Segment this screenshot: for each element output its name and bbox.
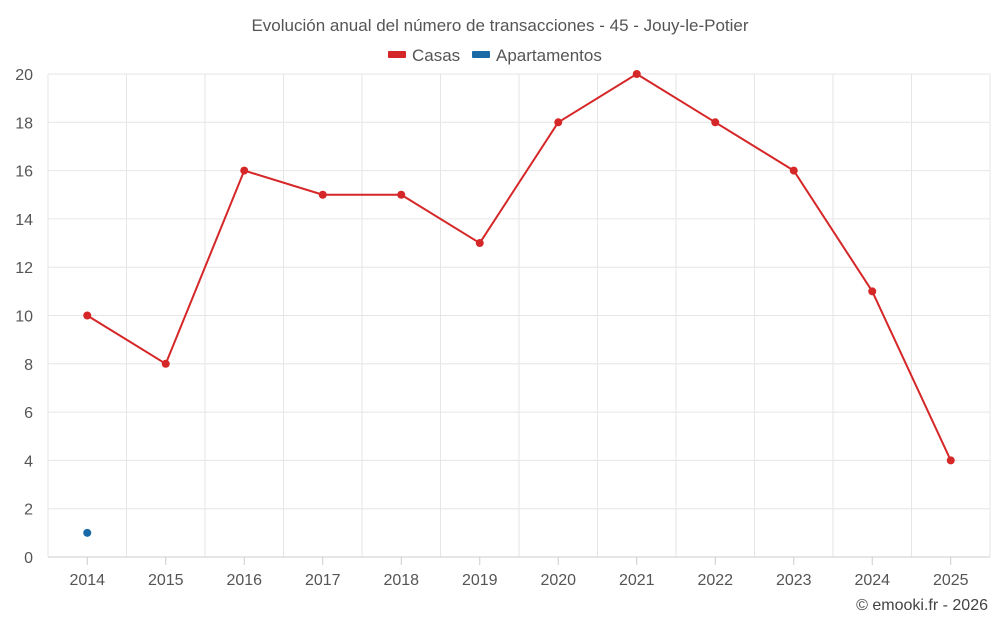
x-tick-label: 2019 xyxy=(462,572,498,589)
legend-swatch-apartamentos xyxy=(472,51,490,58)
x-tick-label: 2018 xyxy=(383,572,419,589)
y-tick-label: 2 xyxy=(24,502,33,519)
x-tick-label: 2025 xyxy=(933,572,969,589)
y-tick-label: 12 xyxy=(15,260,33,277)
data-point-casas-2022[interactable] xyxy=(711,118,720,127)
legend: Casas Apartamentos xyxy=(388,46,602,65)
grid xyxy=(47,73,991,557)
y-tick-label: 6 xyxy=(24,405,33,422)
y-tick-label: 18 xyxy=(15,115,33,132)
legend-label-casas: Casas xyxy=(412,46,460,65)
x-tick-label: 2017 xyxy=(305,572,341,589)
y-tick-label: 0 xyxy=(24,550,33,567)
x-tick-label: 2024 xyxy=(854,572,890,589)
x-tick-label: 2014 xyxy=(69,572,105,589)
data-point-casas-2023[interactable] xyxy=(789,166,798,175)
data-point-casas-2016[interactable] xyxy=(240,166,249,175)
axes: 0 2 4 6 8 10 12 14 16 18 20 2014 2015 2016 2017 2018 201… xyxy=(15,67,990,589)
x-tick-label: 2020 xyxy=(540,572,576,589)
legend-item-casas[interactable]: Casas xyxy=(388,46,460,65)
data-point-casas-2024[interactable] xyxy=(868,287,877,296)
y-tick-label: 10 xyxy=(15,309,33,326)
legend-item-apartamentos[interactable]: Apartamentos xyxy=(472,46,602,65)
legend-swatch-casas xyxy=(388,51,406,58)
data-point-casas-2020[interactable] xyxy=(554,118,563,127)
chart-title: Evolución anual del número de transaccio… xyxy=(251,16,748,35)
y-tick-label: 14 xyxy=(15,212,33,229)
y-tick-label: 20 xyxy=(15,67,33,84)
data-point-casas-2018[interactable] xyxy=(397,190,406,199)
x-tick-label: 2016 xyxy=(226,572,262,589)
data-point-apartamentos-2014[interactable] xyxy=(83,528,92,537)
y-tick-label: 4 xyxy=(24,453,33,470)
series-line-casas xyxy=(86,73,952,461)
series xyxy=(83,70,955,537)
x-tick-label: 2022 xyxy=(697,572,733,589)
data-point-casas-2017[interactable] xyxy=(318,190,327,199)
x-tick-label: 2021 xyxy=(619,572,655,589)
data-point-casas-2015[interactable] xyxy=(161,359,170,368)
legend-label-apartamentos: Apartamentos xyxy=(496,46,602,65)
y-tick-label: 16 xyxy=(15,164,33,181)
data-point-casas-2019[interactable] xyxy=(475,239,484,248)
x-tick-label: 2023 xyxy=(776,572,812,589)
credit-text: © emooki.fr - 2026 xyxy=(856,597,988,614)
x-tick-label: 2015 xyxy=(148,572,184,589)
data-point-casas-2021[interactable] xyxy=(632,70,641,78)
data-point-casas-2014[interactable] xyxy=(83,311,92,320)
data-point-casas-2025[interactable] xyxy=(946,456,955,465)
y-tick-label: 8 xyxy=(24,357,33,374)
